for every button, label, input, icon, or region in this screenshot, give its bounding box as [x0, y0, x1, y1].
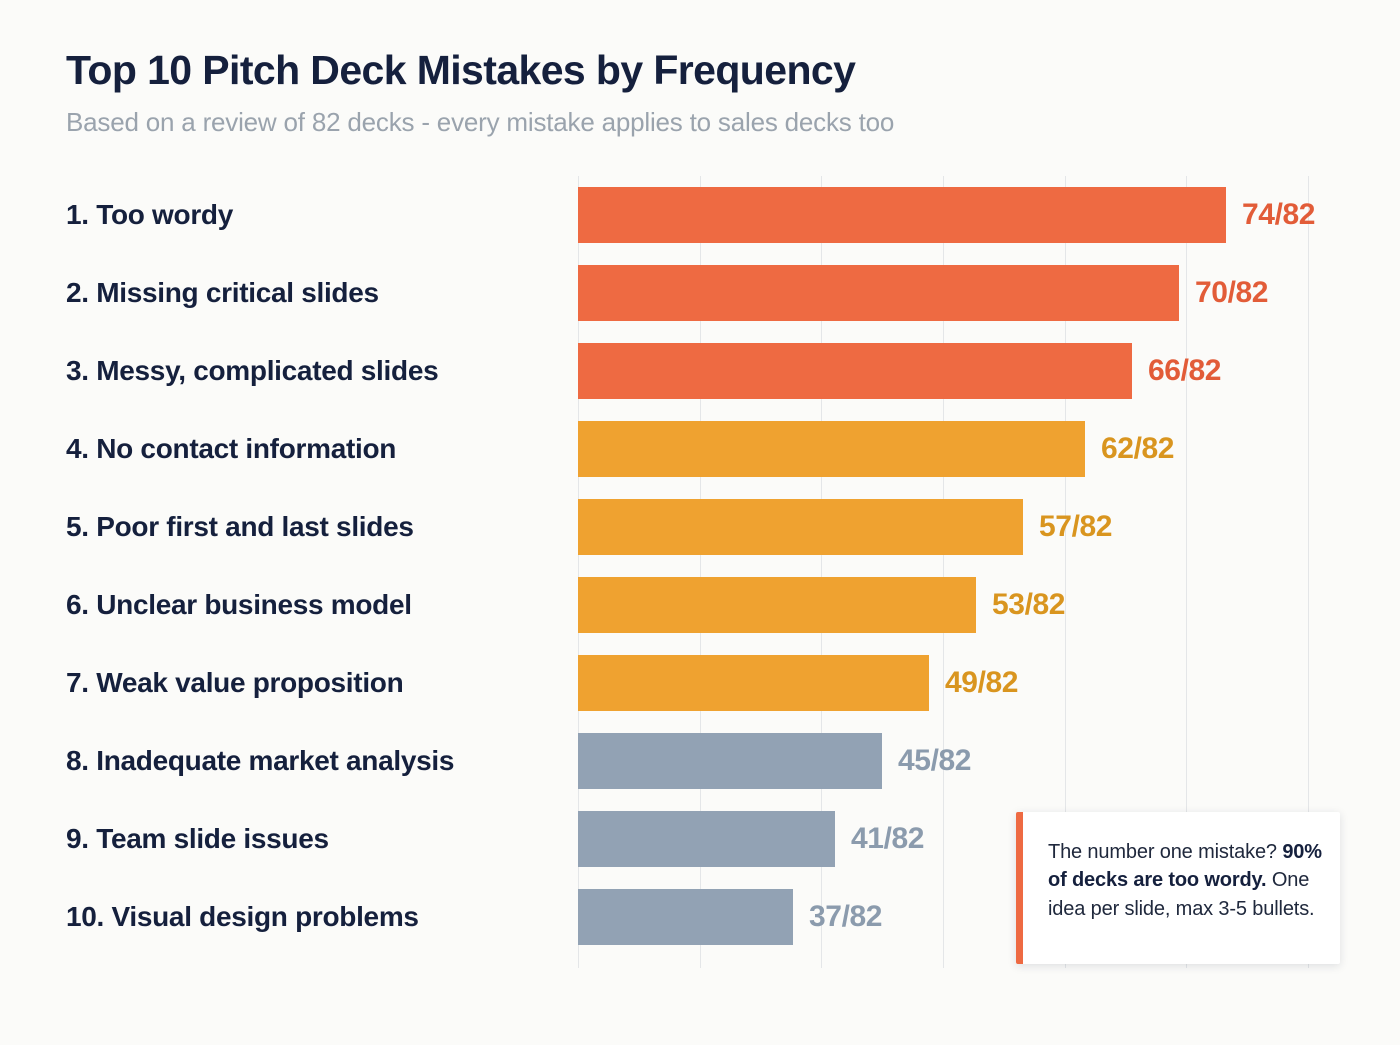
bar-value-label: 62/82: [1101, 432, 1175, 465]
chart-row[interactable]: 8. Inadequate market analysis 45/82: [0, 722, 1400, 800]
bar-value-label: 57/82: [1039, 510, 1113, 543]
bar-category-label: 3. Messy, complicated slides: [66, 355, 439, 386]
bar-1[interactable]: [578, 187, 1226, 243]
bar-value-label: 74/82: [1242, 198, 1316, 231]
bar-category-label: 7. Weak value proposition: [66, 667, 404, 698]
chart-row[interactable]: 6. Unclear business model 53/82: [0, 566, 1400, 644]
bar-7[interactable]: [578, 655, 929, 711]
callout-text: The number one mistake? 90% of decks are…: [1048, 838, 1326, 923]
bar-10[interactable]: [578, 889, 793, 945]
bar-category-label: 1. Too wordy: [66, 199, 233, 230]
bar-category-label: 10. Visual design problems: [66, 901, 419, 932]
bar-value-label: 70/82: [1195, 276, 1269, 309]
chart-row[interactable]: 3. Messy, complicated slides 66/82: [0, 332, 1400, 410]
page-title: Top 10 Pitch Deck Mistakes by Frequency: [66, 47, 856, 93]
bar-8[interactable]: [578, 733, 882, 789]
callout-lead: The number one mistake?: [1048, 841, 1283, 863]
callout-tail: One idea per slide, max 3-5 bullets.: [1048, 869, 1315, 920]
bar-value-label: 66/82: [1148, 354, 1222, 387]
bar-value-label: 45/82: [898, 744, 972, 777]
bar-3[interactable]: [578, 343, 1132, 399]
bar-2[interactable]: [578, 265, 1179, 321]
chart-header: Top 10 Pitch Deck Mistakes by Frequency …: [66, 47, 1326, 138]
page-subtitle: Based on a review of 82 decks - every mi…: [66, 107, 895, 138]
bar-chart: 1. Too wordy 74/82 2. Missing critical sli…: [0, 176, 1400, 968]
bar-value-label: 53/82: [992, 588, 1066, 621]
bar-category-label: 6. Unclear business model: [66, 589, 412, 620]
bar-4[interactable]: [578, 421, 1085, 477]
bar-category-label: 5. Poor first and last slides: [66, 511, 414, 542]
callout-box: The number one mistake? 90% of decks are…: [1016, 812, 1340, 964]
chart-row[interactable]: 1. Too wordy 74/82: [0, 176, 1400, 254]
bar-category-label: 8. Inadequate market analysis: [66, 745, 455, 776]
chart-row[interactable]: 7. Weak value proposition 49/82: [0, 644, 1400, 722]
chart-row[interactable]: 2. Missing critical slides 70/82: [0, 254, 1400, 332]
bar-category-label: 2. Missing critical slides: [66, 277, 379, 308]
bar-category-label: 4. No contact information: [66, 433, 397, 464]
callout-emphasis: 90% of decks are too wordy.: [1048, 841, 1322, 892]
bar-value-label: 37/82: [809, 900, 883, 933]
bar-6[interactable]: [578, 577, 976, 633]
chart-row[interactable]: 10. Visual design problems 37/82: [0, 878, 1400, 956]
chart-row[interactable]: 4. No contact information 62/82: [0, 410, 1400, 488]
bar-9[interactable]: [578, 811, 835, 867]
bar-category-label: 9. Team slide issues: [66, 823, 329, 854]
bar-value-label: 49/82: [945, 666, 1019, 699]
chart-rows: 1. Too wordy 74/82 2. Missing critical sli…: [0, 176, 1400, 968]
chart-row[interactable]: 5. Poor first and last slides 57/82: [0, 488, 1400, 566]
bar-value-label: 41/82: [851, 822, 925, 855]
chart-row[interactable]: 9. Team slide issues 41/82: [0, 800, 1400, 878]
bar-5[interactable]: [578, 499, 1023, 555]
